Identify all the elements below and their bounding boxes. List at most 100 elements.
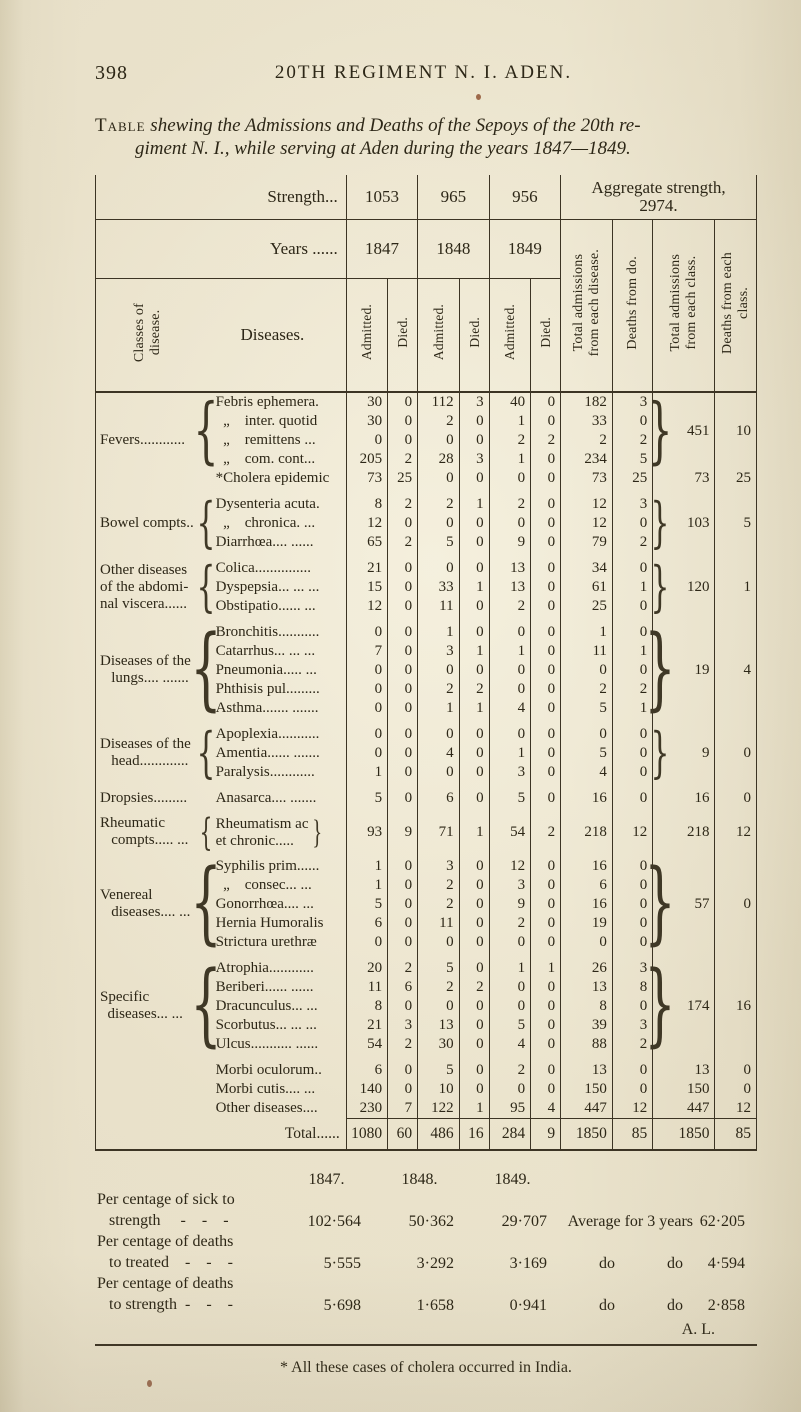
gap-cell (345, 808, 388, 815)
gap-cell (611, 718, 653, 725)
value-cell: 0 (611, 933, 653, 952)
value-cell: 150 (560, 1080, 613, 1099)
value-cell: 0 (530, 997, 561, 1016)
disease-name-cell: Hernia Humoralis (214, 914, 347, 933)
table-row: „ remittens ... 0 0 0 0 2 2 2 2 (96, 431, 757, 450)
disease-name: Pneumonia..... ... (215, 662, 317, 679)
value-cell: 3 (458, 450, 490, 469)
right-brace-cell: } (647, 392, 672, 469)
value-cell: 2 (417, 895, 460, 914)
value-cell: 0 (345, 623, 388, 642)
disease-name-cell: „ inter. quotid (214, 412, 347, 431)
gap-cell (714, 808, 757, 815)
value-cell: 33 (560, 412, 613, 431)
value-cell: 0 (530, 789, 561, 808)
gap-cell (714, 782, 757, 789)
gap-cell (387, 488, 418, 495)
class-total-cell: 57 (694, 896, 710, 912)
aggregate-strength-label: Aggregate strength, 2974. (560, 175, 757, 220)
class-total-cell: 103 (686, 515, 710, 531)
value-cell: 2 (560, 680, 613, 699)
gap-cell (417, 488, 460, 495)
table-row: Fevers............{Febris ephemera. 30 0 11… (96, 392, 757, 469)
class-deaths-cell: 0 (714, 1061, 757, 1080)
value-cell: 5 (417, 1061, 460, 1080)
pct-value-1847: 5·555 (323, 1255, 361, 1272)
caption-line1: Table shewing the Admissions and Deaths … (95, 114, 761, 137)
strength-1848: 965 (417, 175, 490, 220)
value-cell: 5 (345, 789, 388, 808)
left-brace-cell: { (197, 725, 216, 782)
disease-name-cell: Beriberi...... ...... (214, 978, 347, 997)
gap-cell (652, 718, 667, 725)
brace-spacer-cell (652, 1080, 667, 1099)
disease-name-cell: Other diseases.... (214, 1099, 347, 1119)
value-cell: 2 (488, 495, 531, 514)
value-cell: 5 (417, 533, 460, 552)
value-cell: 12 (345, 514, 388, 533)
disease-name: Paralysis............ (215, 764, 315, 781)
gap-cell (530, 718, 561, 725)
value-cell: 6 (387, 978, 418, 997)
gap-cell (488, 718, 531, 725)
table-row: Ulcus........... ...... 54 2 30 0 4 0 88 2 (96, 1035, 757, 1054)
value-cell: 0 (458, 1016, 490, 1035)
disease-name: „ remittens ... (215, 432, 316, 449)
value-cell: 12 (611, 1099, 653, 1119)
value-cell: 0 (611, 412, 653, 431)
group-gap-row (96, 808, 757, 815)
brace-spacer-cell (199, 789, 214, 808)
left-brace-cell: { (191, 857, 222, 952)
value-cell: 0 (530, 763, 561, 782)
gap-cell (652, 782, 667, 789)
class-total-cell: 447 (686, 1100, 710, 1116)
gap-cell (488, 850, 531, 857)
disease-name-cell: Amentia...... ....... (214, 744, 347, 763)
value-cell: 0 (458, 857, 490, 876)
ditto-label: do (667, 1255, 683, 1272)
value-cell: 0 (458, 597, 490, 616)
value-cell: 140 (345, 1080, 388, 1099)
table-row: Hernia Humoralis 6 0 11 0 2 0 19 0 (96, 914, 757, 933)
value-cell: 0 (611, 661, 653, 680)
value-cell: 8 (345, 997, 388, 1016)
value-cell: 0 (387, 578, 418, 597)
gap-cell (611, 782, 653, 789)
value-cell: 2 (611, 1035, 653, 1054)
value-cell: 447 (560, 1099, 613, 1119)
gap-cell (417, 782, 460, 789)
value-cell: 0 (345, 744, 388, 763)
value-cell: 0 (458, 412, 490, 431)
value-cell: 1 (611, 578, 653, 597)
value-cell: 0 (611, 514, 653, 533)
value-cell: 0 (387, 914, 418, 933)
page-number: 398 (95, 62, 128, 84)
value-cell: 0 (458, 1035, 490, 1054)
value-cell: 28 (417, 450, 460, 469)
value-cell: 6 (345, 1061, 388, 1080)
value-cell: 20 (345, 959, 388, 978)
class-label-cell: Other diseases of the abdomi- nal viscer… (96, 559, 200, 616)
class-label-cell: Specific diseases... ... (96, 959, 200, 1054)
value-cell: 0 (530, 699, 561, 718)
footer-year-1848: 1848. (401, 1171, 438, 1188)
value-cell: 30 (345, 412, 388, 431)
value-cell: 12 (560, 514, 613, 533)
disease-name-cell: Morbi cutis.... ... (214, 1080, 347, 1099)
pct-value-1847: 102·564 (307, 1213, 361, 1230)
value-cell: 0 (611, 1061, 653, 1080)
value-cell: 2 (488, 431, 531, 450)
value-cell: 0 (387, 412, 418, 431)
disease-name: Ulcus........... ...... (215, 1036, 319, 1053)
disease-name: Diarrhœa.... ...... (215, 534, 314, 551)
disease-name-cell: Asthma....... ....... (214, 699, 347, 718)
value-cell: 2 (458, 978, 490, 997)
value-cell: 0 (611, 997, 653, 1016)
value-cell: 0 (530, 914, 561, 933)
disease-name: Strictura urethræ (215, 934, 317, 951)
value-cell: 3 (417, 857, 460, 876)
gap-cell (666, 552, 715, 559)
value-cell: 0 (530, 514, 561, 533)
value-cell: 0 (387, 895, 418, 914)
value-cell: 0 (417, 763, 460, 782)
